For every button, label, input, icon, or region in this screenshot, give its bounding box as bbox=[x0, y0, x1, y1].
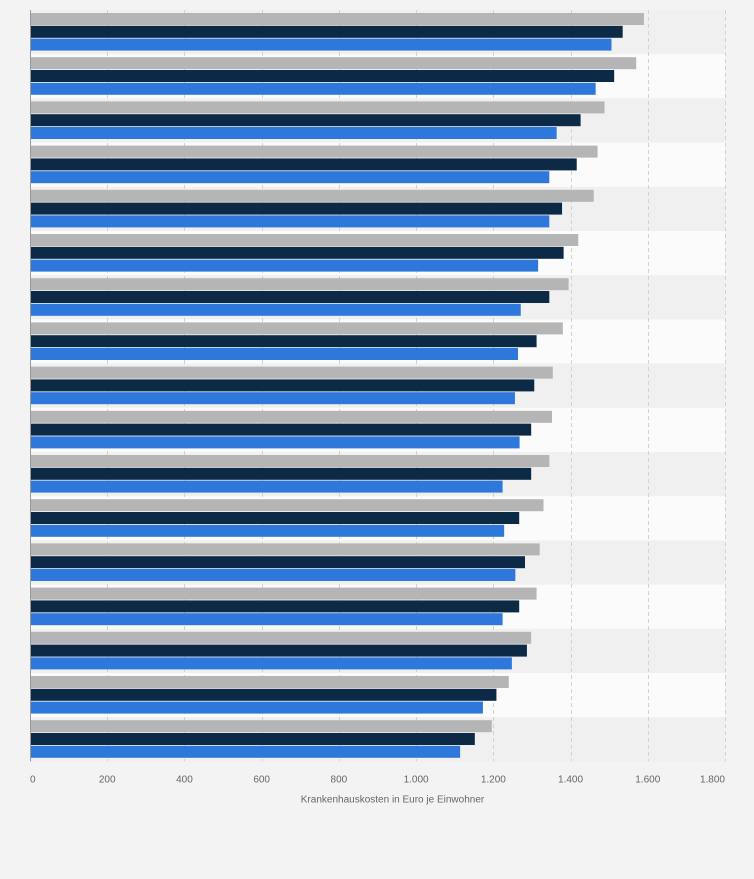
bar-series-1-row-7[interactable] bbox=[30, 278, 569, 291]
bar-series-2-row-16[interactable] bbox=[30, 688, 497, 701]
x-tick-label: 200 bbox=[99, 774, 116, 785]
bar-series-1-row-9[interactable] bbox=[30, 366, 553, 379]
x-tick-label: 1.800 bbox=[700, 774, 725, 785]
x-tick-label: 1.000 bbox=[404, 774, 429, 785]
bar-series-1-row-17[interactable] bbox=[30, 720, 492, 733]
bar-series-1-row-10[interactable] bbox=[30, 410, 553, 423]
bar-series-3-row-8[interactable] bbox=[30, 348, 519, 360]
x-tick-label: 1.600 bbox=[635, 774, 660, 785]
bar-series-2-row-15[interactable] bbox=[30, 644, 527, 657]
bar-series-1-row-2[interactable] bbox=[30, 57, 637, 70]
bar-series-3-row-2[interactable] bbox=[30, 82, 596, 95]
bar-series-1-row-13[interactable] bbox=[30, 543, 540, 556]
bar-series-3-row-3[interactable] bbox=[30, 127, 557, 139]
bar-series-2-row-8[interactable] bbox=[30, 335, 537, 348]
x-tick-label: 800 bbox=[331, 774, 348, 785]
bar-series-3-row-16[interactable] bbox=[30, 701, 483, 714]
bar-series-1-row-14[interactable] bbox=[30, 587, 537, 600]
x-tick-label: 0 bbox=[30, 774, 36, 785]
x-tick-label: 600 bbox=[253, 774, 270, 785]
bar-series-3-row-15[interactable] bbox=[30, 657, 512, 670]
bar-series-2-row-13[interactable] bbox=[30, 556, 525, 569]
bar-series-2-row-3[interactable] bbox=[30, 114, 581, 127]
bar-series-2-row-4[interactable] bbox=[30, 158, 577, 171]
bar-series-2-row-5[interactable] bbox=[30, 202, 563, 215]
bar-series-2-row-6[interactable] bbox=[30, 246, 564, 259]
bar-series-2-row-7[interactable] bbox=[30, 291, 550, 303]
bar-series-3-row-9[interactable] bbox=[30, 392, 515, 405]
bar-series-1-row-4[interactable] bbox=[30, 145, 598, 158]
bar-series-3-row-14[interactable] bbox=[30, 613, 503, 626]
x-axis-title: Krankenhauskosten in Euro je Einwohner bbox=[301, 794, 485, 805]
bar-series-1-row-12[interactable] bbox=[30, 499, 544, 512]
bar-series-3-row-13[interactable] bbox=[30, 569, 516, 581]
x-tick-labels: 0 200 400 600 800 1.000 1.200 1.400 1.600 1.800 bbox=[30, 774, 725, 785]
bar-series-1-row-1[interactable] bbox=[30, 13, 644, 25]
bar-series-2-row-11[interactable] bbox=[30, 467, 532, 480]
bars bbox=[30, 13, 644, 758]
bar-series-3-row-7[interactable] bbox=[30, 303, 521, 316]
bar-series-1-row-5[interactable] bbox=[30, 189, 594, 202]
bar-series-2-row-9[interactable] bbox=[30, 379, 535, 392]
bar-series-2-row-10[interactable] bbox=[30, 423, 532, 436]
bar-series-1-row-11[interactable] bbox=[30, 455, 550, 467]
bar-series-1-row-3[interactable] bbox=[30, 101, 605, 114]
x-tick-label: 1.200 bbox=[481, 774, 506, 785]
bar-series-1-row-6[interactable] bbox=[30, 234, 579, 246]
bar-series-3-row-11[interactable] bbox=[30, 480, 503, 493]
bar-series-2-row-2[interactable] bbox=[30, 70, 615, 82]
bar-series-2-row-12[interactable] bbox=[30, 512, 520, 524]
bar-series-3-row-4[interactable] bbox=[30, 171, 550, 184]
bar-series-3-row-12[interactable] bbox=[30, 524, 505, 537]
x-tick-label: 400 bbox=[176, 774, 193, 785]
bar-series-3-row-1[interactable] bbox=[30, 38, 612, 51]
bar-series-2-row-14[interactable] bbox=[30, 600, 520, 613]
bar-series-2-row-1[interactable] bbox=[30, 25, 623, 38]
bar-series-3-row-17[interactable] bbox=[30, 745, 461, 758]
bar-series-1-row-8[interactable] bbox=[30, 322, 563, 335]
bar-series-3-row-6[interactable] bbox=[30, 259, 539, 272]
bar-series-1-row-15[interactable] bbox=[30, 631, 532, 644]
bar-series-3-row-10[interactable] bbox=[30, 436, 520, 449]
bar-series-1-row-16[interactable] bbox=[30, 676, 509, 688]
bar-series-3-row-5[interactable] bbox=[30, 215, 550, 228]
bar-series-2-row-17[interactable] bbox=[30, 733, 475, 745]
x-tick-label: 1.400 bbox=[558, 774, 583, 785]
